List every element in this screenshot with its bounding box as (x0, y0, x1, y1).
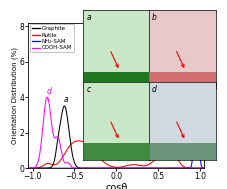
Bar (149, 143, 216, 160)
Text: c: c (86, 84, 90, 94)
Text: b: b (152, 13, 157, 22)
Text: d: d (47, 87, 52, 96)
Text: c: c (192, 60, 196, 69)
Text: d: d (152, 84, 157, 94)
Y-axis label: Orientation Distribution (%): Orientation Distribution (%) (11, 47, 18, 144)
Legend: Graphite, Rutile, NH₂-SAM, COOH-SAM: Graphite, Rutile, NH₂-SAM, COOH-SAM (30, 24, 74, 52)
Bar (83, 143, 150, 160)
Bar (149, 72, 216, 88)
Text: a: a (86, 13, 91, 22)
Text: a: a (64, 95, 68, 104)
X-axis label: cosθ: cosθ (105, 183, 128, 189)
Bar (83, 72, 150, 88)
Text: b: b (87, 133, 92, 143)
